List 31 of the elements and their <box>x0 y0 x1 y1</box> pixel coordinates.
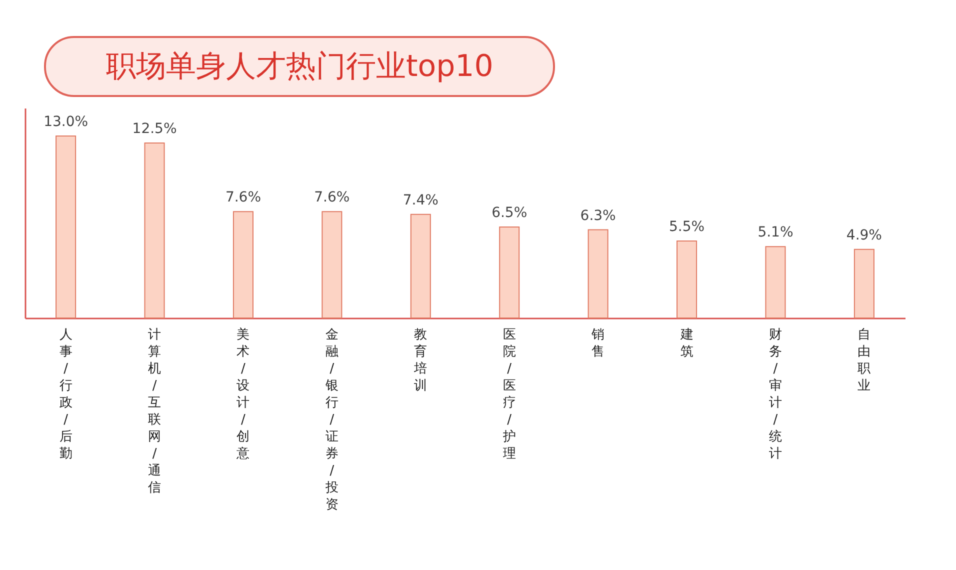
bar <box>410 214 431 318</box>
category-label: 金融/银行/证券/投资 <box>325 328 338 512</box>
data-label: 6.5% <box>492 205 528 221</box>
bar <box>322 211 342 318</box>
bar <box>56 136 76 318</box>
data-label: 5.1% <box>758 224 794 241</box>
bar <box>854 248 874 318</box>
bar <box>499 226 520 318</box>
data-label: 5.5% <box>668 219 705 235</box>
x-tick-label: 财务/审计/统计 <box>768 328 782 462</box>
x-tick-label: 人事/行政/后勤 <box>59 328 72 462</box>
data-label: 4.9% <box>846 227 882 244</box>
x-tick-label: 美术/设计/创意 <box>236 326 250 462</box>
bar <box>676 240 698 318</box>
data-label: 7.4% <box>402 192 438 208</box>
bar <box>144 142 165 318</box>
bar <box>765 246 786 318</box>
x-tick-label: 自由职业 <box>858 328 871 394</box>
data-label: 13.0% <box>44 114 88 130</box>
chart-title: 职场单身人才热门行业top10 <box>44 36 556 97</box>
x-tick-label: 销售 <box>590 328 605 360</box>
bar <box>588 229 608 318</box>
data-label: 7.6% <box>225 190 262 206</box>
data-label: 6.3% <box>580 208 616 224</box>
x-tick-label: 建筑 <box>679 328 694 360</box>
data-label: 12.5% <box>132 121 177 137</box>
category-label: 计算机/互联网/通信 <box>148 328 162 496</box>
x-tick-label: 医院/医疗/护理 <box>502 328 516 462</box>
x-tick-label: 教育培训 <box>413 328 428 394</box>
data-label: 7.6% <box>314 190 350 206</box>
bar <box>232 211 254 318</box>
